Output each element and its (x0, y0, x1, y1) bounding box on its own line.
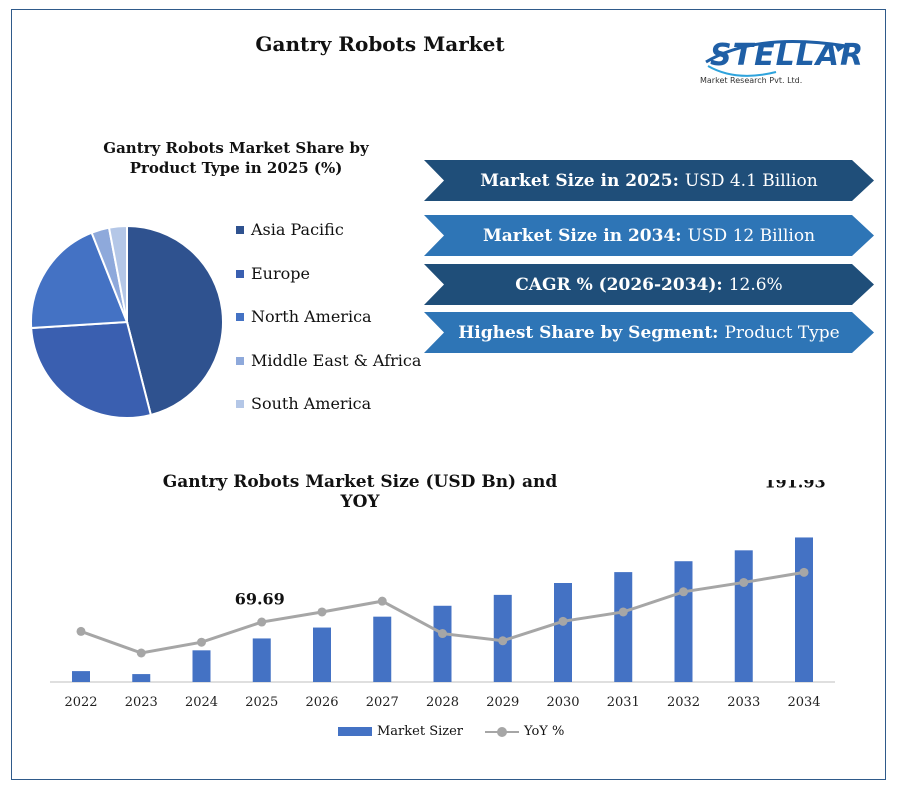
bar-2033 (734, 550, 753, 682)
pie-slice-north-america (30, 231, 129, 330)
pie-legend-label: North America (251, 307, 372, 326)
x-tick-label: 2025 (245, 695, 278, 710)
yoy-point-2026 (317, 607, 327, 617)
bar-2030 (554, 583, 572, 682)
yoy-point-2027 (377, 596, 387, 606)
pie-title-line-2: Product Type in 2025 (%) (129, 159, 343, 177)
banner-market-size-2034: Market Size in 2034: USD 12 Billion (424, 215, 874, 256)
pie-chart-title: Gantry Robots Market Share by Product Ty… (86, 138, 386, 178)
banner-cagr: CAGR % (2026-2034): 12.6% (424, 264, 874, 305)
bar-2025 (252, 638, 271, 682)
bar-2023 (132, 674, 151, 682)
banner-highest-share: Highest Share by Segment: Product Type (424, 312, 874, 353)
bar-2024 (192, 650, 211, 682)
pie-legend-swatch (236, 313, 244, 321)
legend-bar-label: Market Sizer (377, 724, 464, 739)
banner-label: CAGR % (2026-2034): (515, 274, 723, 295)
x-tick-label: 2024 (185, 695, 218, 710)
x-tick-label: 2023 (125, 695, 158, 710)
logo-subtitle: Market Research Pvt. Ltd. (700, 76, 803, 85)
yoy-point-2034 (799, 567, 809, 577)
yoy-point-2024 (197, 637, 206, 647)
x-tick-label: 2029 (486, 695, 519, 710)
pie-legend-swatch (236, 226, 244, 234)
pie-legend-item: North America (236, 307, 421, 351)
pie-title-line-1: Gantry Robots Market Share by (103, 139, 369, 157)
bar-2032 (674, 561, 693, 682)
bar-2034 (795, 537, 813, 682)
pie-legend-item: Middle East & Africa (236, 351, 421, 395)
yoy-point-2025 (257, 617, 267, 627)
bar-chart-legend: Market Sizer YoY % (338, 724, 564, 739)
x-tick-label: 2028 (426, 695, 459, 710)
pie-legend-swatch (236, 400, 244, 408)
x-tick-label: 2026 (305, 695, 338, 710)
pie-legend-swatch (236, 269, 244, 278)
bar-2022 (72, 671, 90, 682)
x-tick-label: 2027 (366, 695, 399, 710)
yoy-point-2029 (498, 636, 508, 646)
banner-label: Market Size in 2034: (482, 225, 682, 246)
x-tick-label: 2034 (787, 695, 820, 710)
legend-line-label: YoY % (524, 724, 565, 739)
x-tick-label: 2030 (546, 695, 579, 710)
x-tick-label: 2032 (667, 695, 700, 710)
x-tick-label: 2033 (727, 695, 760, 710)
banner-value: Product Type (724, 322, 840, 343)
bar-2026 (313, 627, 331, 682)
pie-legend: Asia Pacific Europe North America Middle Ea… (236, 220, 421, 438)
legend-line-swatch (485, 726, 520, 737)
infographic-frame (11, 9, 886, 780)
bar-2027 (373, 616, 392, 682)
bar-2028 (433, 605, 452, 682)
bar-2031 (614, 572, 633, 682)
stellar-logo: STELLAR Market Research Pvt. Ltd. (696, 32, 866, 92)
x-tick-label: 2022 (64, 695, 97, 710)
x-tick-label: 2031 (607, 695, 640, 710)
page-title: Gantry Robots Market (255, 32, 505, 56)
legend-bar-swatch (338, 727, 372, 736)
logo-swoosh-icon (705, 40, 847, 77)
pie-legend-item: Europe (236, 264, 421, 308)
yoy-point-2030 (558, 616, 568, 626)
yoy-point-2023 (136, 648, 146, 658)
bar-chart-title: Gantry Robots Market Size (USD Bn) and Y… (162, 472, 558, 512)
pie-legend-label: Middle East & Africa (251, 350, 422, 370)
yoy-point-2022 (76, 626, 86, 636)
banner-value: USD 12 Billion (687, 225, 816, 246)
yoy-point-2032 (679, 587, 688, 597)
pie-legend-item: South America (236, 394, 421, 438)
yoy-point-2033 (739, 577, 749, 587)
pie-legend-swatch (236, 356, 244, 365)
pie-chart (30, 224, 224, 419)
pie-legend-label: South America (251, 394, 372, 413)
data-label-2025: 69.69 (235, 589, 285, 608)
pie-legend-item: Asia Pacific (236, 220, 421, 264)
banner-label: Market Size in 2025: (480, 170, 679, 191)
logo-wordmark: STELLAR (710, 38, 865, 73)
banner-value: 12.6% (728, 274, 783, 295)
pie-slice-asia-pacific (126, 224, 224, 417)
yoy-point-2028 (438, 629, 447, 639)
pie-slice-south-america (107, 224, 128, 323)
banner-label: Highest Share by Segment: (458, 322, 719, 343)
banner-market-size-2025: Market Size in 2025: USD 4.1 Billion (424, 160, 874, 201)
bar-line-chart: 2022 2023 2024 2025 2026 2027 2028 2029 2030 2031… (50, 480, 835, 710)
pie-legend-label: Europe (251, 263, 310, 283)
banner-value: USD 4.1 Billion (684, 170, 818, 191)
yoy-point-2031 (618, 607, 628, 617)
pie-legend-label: Asia Pacific (251, 220, 344, 239)
pie-slice-europe (30, 320, 153, 419)
data-label-2034: 191.93 (764, 480, 825, 491)
